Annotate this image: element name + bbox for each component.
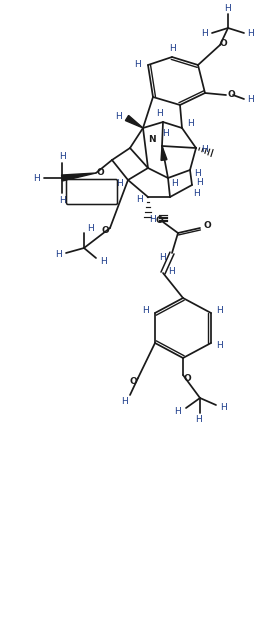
Text: H: H bbox=[221, 403, 227, 413]
Text: O: O bbox=[203, 220, 211, 229]
Text: H: H bbox=[202, 29, 208, 38]
Text: Abs: Abs bbox=[82, 187, 102, 197]
FancyBboxPatch shape bbox=[67, 180, 118, 204]
Text: O: O bbox=[219, 38, 227, 47]
Text: H: H bbox=[248, 29, 254, 38]
Text: H: H bbox=[101, 256, 107, 265]
Text: H: H bbox=[122, 397, 128, 406]
Text: H: H bbox=[172, 178, 178, 187]
Polygon shape bbox=[161, 146, 167, 160]
Text: H: H bbox=[225, 3, 231, 13]
Text: O: O bbox=[101, 226, 109, 235]
Text: O: O bbox=[227, 89, 235, 98]
Text: H: H bbox=[163, 128, 169, 137]
Text: H: H bbox=[170, 43, 176, 52]
Text: H: H bbox=[60, 151, 66, 160]
Text: H: H bbox=[87, 224, 94, 233]
Text: O: O bbox=[129, 376, 137, 385]
Text: H: H bbox=[55, 249, 61, 259]
Text: H: H bbox=[33, 174, 39, 183]
Text: O: O bbox=[155, 215, 163, 224]
Text: H: H bbox=[217, 305, 223, 314]
Text: H: H bbox=[195, 169, 201, 178]
Text: H: H bbox=[60, 196, 66, 204]
Text: H: H bbox=[194, 189, 200, 197]
Text: H: H bbox=[188, 118, 194, 128]
Text: H: H bbox=[156, 109, 163, 118]
Text: H: H bbox=[135, 59, 141, 68]
Text: H: H bbox=[137, 194, 143, 203]
Text: H: H bbox=[169, 266, 175, 275]
Polygon shape bbox=[125, 116, 143, 128]
Text: N: N bbox=[148, 134, 156, 144]
Text: O: O bbox=[183, 374, 191, 383]
Text: H: H bbox=[143, 305, 149, 314]
Text: H: H bbox=[150, 215, 156, 224]
Text: H: H bbox=[116, 111, 122, 121]
Text: H: H bbox=[202, 144, 208, 153]
Text: H: H bbox=[217, 341, 223, 350]
Text: H: H bbox=[117, 178, 123, 187]
Polygon shape bbox=[62, 173, 96, 181]
Text: H: H bbox=[248, 95, 254, 104]
Text: H: H bbox=[175, 408, 181, 417]
Text: H: H bbox=[197, 178, 203, 187]
Text: H: H bbox=[160, 252, 166, 261]
Text: O: O bbox=[96, 167, 104, 176]
Text: H: H bbox=[196, 415, 202, 424]
